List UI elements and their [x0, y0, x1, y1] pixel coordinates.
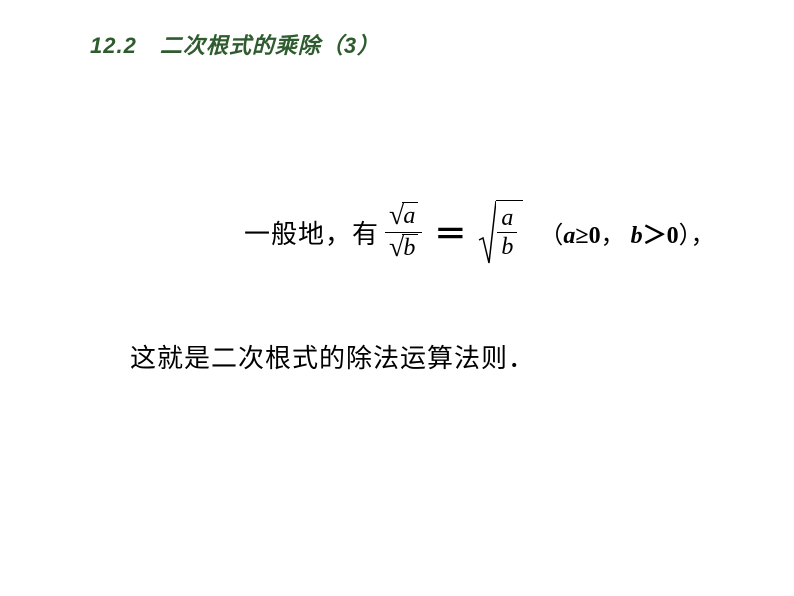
intro-text: 一般地，有 — [190, 214, 379, 251]
ge-sign: ≥ — [575, 223, 588, 249]
zero-2: 0 — [667, 223, 679, 249]
radicand-b: b — [402, 234, 418, 262]
fraction-bar — [497, 232, 517, 233]
numerator-a: a — [497, 205, 517, 231]
gt-sign: ＞ — [643, 223, 667, 249]
section-header: 12.2 二次根式的乘除（3） — [90, 28, 380, 60]
radicand-a: a — [402, 202, 418, 230]
sqrt-b: √ b — [389, 234, 418, 262]
denominator-b: b — [497, 234, 517, 260]
formula-rhs-sqrt-fraction: a b — [478, 200, 523, 264]
denominator: √ b — [385, 234, 422, 262]
fraction-sqrt-a-over-sqrt-b: √ a √ b — [385, 202, 422, 262]
formula-line: 一般地，有 √ a √ b ＝ — [190, 200, 715, 264]
radical-icon — [478, 200, 496, 264]
open-paren: （ — [539, 223, 563, 249]
sqrt-a: √ a — [389, 202, 418, 230]
numerator: √ a — [385, 202, 422, 230]
var-b: b — [631, 223, 643, 249]
conclusion-text: 这就是二次根式的除法运算法则． — [130, 338, 535, 375]
fraction-a-over-b: a b — [497, 205, 517, 261]
sqrt-a-over-b: a b — [478, 200, 523, 264]
equals-sign: ＝ — [434, 209, 466, 255]
zero-1: 0 — [589, 223, 601, 249]
comma: ， — [601, 223, 625, 249]
close-paren: ）， — [679, 223, 715, 249]
formula-lhs-fraction: √ a √ b — [385, 202, 422, 262]
radicand-fraction: a b — [496, 200, 523, 264]
condition-text: （a≥0， b＞0）， — [539, 215, 714, 250]
var-a: a — [563, 223, 575, 249]
